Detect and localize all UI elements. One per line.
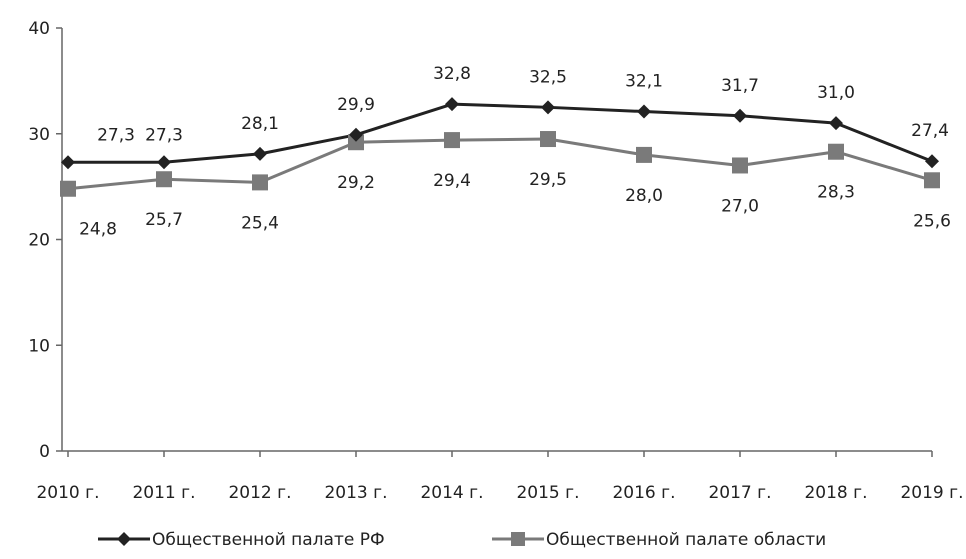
data-point-oblast [348, 134, 364, 151]
data-point-oblast [252, 174, 268, 191]
series-line-oblast [67, 137, 933, 191]
data-label-rf: 27,3 [145, 125, 183, 145]
data-point-rf [733, 108, 747, 123]
legend-item-rf: Общественной палате РФ [98, 530, 385, 550]
x-tick-label: 2013 г. [324, 483, 387, 503]
data-label-rf: 32,1 [625, 72, 663, 92]
legend-label-rf: Общественной палате РФ [152, 530, 385, 550]
x-tick-label: 2016 г. [612, 483, 675, 503]
data-labels: 27,3 27,3 28,1 29,9 32,8 32,5 32,1 31,7 31,0 27,4… [79, 64, 951, 240]
x-axis-ticks: 2010 г. 2011 г. 2012 г. 2013 г. 2014 г. 2015 … [36, 451, 964, 503]
data-point-rf [61, 155, 75, 170]
data-label-rf: 32,8 [433, 64, 471, 84]
data-point-oblast [540, 131, 556, 148]
data-label-oblast: 25,4 [241, 213, 279, 233]
data-point-rf [157, 155, 171, 170]
data-label-rf: 27,4 [911, 121, 949, 141]
data-point-oblast [444, 132, 460, 149]
x-tick-label: 2010 г. [36, 483, 99, 503]
x-tick-label: 2019 г. [900, 483, 963, 503]
y-axis-ticks: 0 10 20 30 40 [28, 19, 62, 462]
x-tick-label: 2014 г. [420, 483, 483, 503]
x-tick-label: 2018 г. [804, 483, 867, 503]
data-point-rf [829, 116, 843, 131]
data-label-oblast: 28,3 [817, 183, 855, 203]
data-point-oblast [156, 171, 172, 188]
y-tick-label: 40 [28, 19, 50, 39]
data-label-oblast: 29,5 [529, 170, 567, 190]
legend-diamond-icon [117, 532, 131, 546]
data-point-rf [541, 100, 555, 115]
data-point-rf [925, 154, 939, 169]
y-tick-label: 30 [28, 125, 50, 145]
series-line-rf [68, 102, 933, 164]
data-label-rf: 32,5 [529, 67, 567, 87]
legend-label-oblast: Общественной палате области [546, 530, 826, 550]
legend: Общественной палате РФ Общественной пала… [98, 530, 826, 550]
data-label-oblast: 27,0 [721, 196, 759, 216]
x-tick-label: 2017 г. [708, 483, 771, 503]
data-label-oblast: 25,6 [913, 211, 951, 231]
data-label-oblast: 28,0 [625, 186, 663, 206]
y-tick-label: 10 [28, 336, 50, 356]
data-point-oblast [60, 180, 76, 197]
data-point-oblast [732, 157, 748, 174]
data-label-rf: 29,9 [337, 95, 375, 115]
data-label-rf: 27,3 [97, 125, 135, 145]
y-tick-label: 20 [28, 231, 50, 251]
data-point-oblast [636, 146, 652, 163]
data-point-oblast [924, 172, 940, 189]
x-tick-label: 2011 г. [132, 483, 195, 503]
legend-item-oblast: Общественной палате области [492, 530, 826, 550]
data-point-rf [445, 97, 459, 112]
data-point-oblast [828, 143, 844, 160]
data-label-rf: 31,0 [817, 83, 855, 103]
x-tick-label: 2012 г. [228, 483, 291, 503]
y-tick-label: 0 [39, 442, 50, 462]
data-point-rf [349, 127, 363, 142]
data-point-rf [253, 146, 267, 161]
data-point-rf [637, 104, 651, 119]
series-lines [67, 102, 933, 191]
series-markers [60, 97, 940, 197]
data-label-oblast: 29,4 [433, 171, 471, 191]
data-label-rf: 28,1 [241, 114, 279, 134]
legend-square-icon [511, 532, 525, 546]
data-label-oblast: 24,8 [79, 220, 117, 240]
x-tick-label: 2015 г. [516, 483, 579, 503]
data-label-rf: 31,7 [721, 76, 759, 96]
data-label-oblast: 25,7 [145, 210, 183, 230]
axes [61, 28, 932, 452]
data-label-oblast: 29,2 [337, 173, 375, 193]
